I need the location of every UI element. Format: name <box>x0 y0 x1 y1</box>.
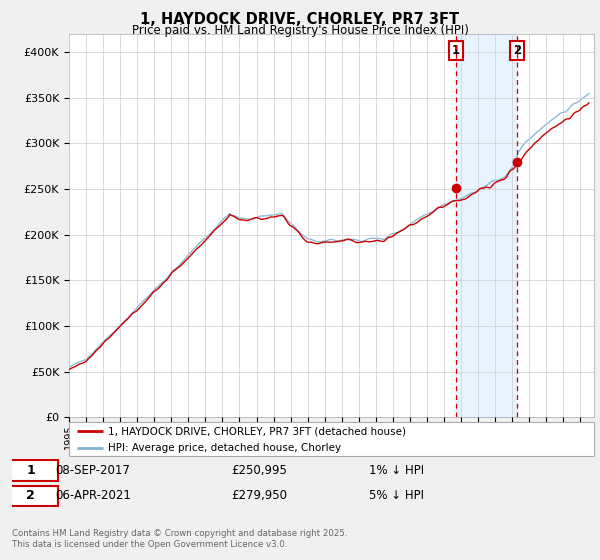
FancyBboxPatch shape <box>4 460 58 481</box>
Text: 1: 1 <box>452 44 460 57</box>
Text: HPI: Average price, detached house, Chorley: HPI: Average price, detached house, Chor… <box>109 443 341 452</box>
Text: 1% ↓ HPI: 1% ↓ HPI <box>369 464 424 477</box>
Text: £279,950: £279,950 <box>231 489 287 502</box>
Text: 06-APR-2021: 06-APR-2021 <box>55 489 131 502</box>
Text: 2: 2 <box>26 489 35 502</box>
Text: 2: 2 <box>513 44 521 57</box>
Text: 1, HAYDOCK DRIVE, CHORLEY, PR7 3FT (detached house): 1, HAYDOCK DRIVE, CHORLEY, PR7 3FT (deta… <box>109 426 406 436</box>
Text: Contains HM Land Registry data © Crown copyright and database right 2025.
This d: Contains HM Land Registry data © Crown c… <box>12 529 347 549</box>
FancyBboxPatch shape <box>69 422 594 456</box>
Text: Price paid vs. HM Land Registry's House Price Index (HPI): Price paid vs. HM Land Registry's House … <box>131 24 469 37</box>
FancyBboxPatch shape <box>4 486 58 506</box>
Text: 1: 1 <box>26 464 35 477</box>
Text: 1, HAYDOCK DRIVE, CHORLEY, PR7 3FT: 1, HAYDOCK DRIVE, CHORLEY, PR7 3FT <box>140 12 460 27</box>
Text: 5% ↓ HPI: 5% ↓ HPI <box>369 489 424 502</box>
Text: 08-SEP-2017: 08-SEP-2017 <box>55 464 130 477</box>
Text: £250,995: £250,995 <box>231 464 287 477</box>
